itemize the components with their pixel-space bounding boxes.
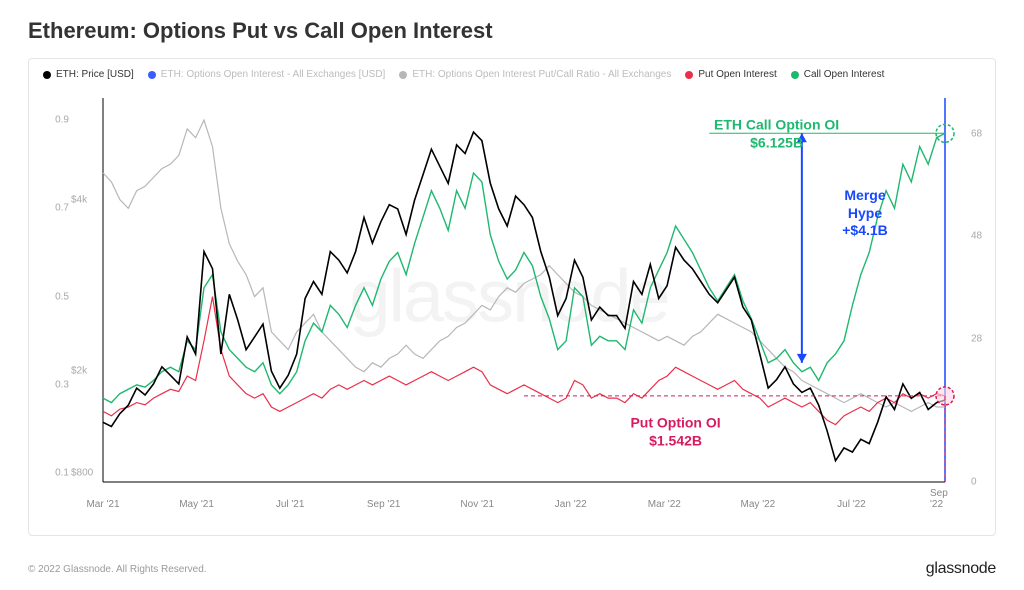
y-axis-price-tick: $800 (71, 468, 93, 479)
legend-dot (791, 71, 799, 79)
x-axis-tick: Jul '21 (276, 499, 305, 510)
legend-label: Call Open Interest (804, 69, 885, 80)
chart-legend: ETH: Price [USD] ETH: Options Open Inter… (43, 69, 981, 80)
y-axis-right-tick: 0 (971, 477, 977, 488)
footer: © 2022 Glassnode. All Rights Reserved. g… (28, 560, 996, 578)
brand-logo: glassnode (926, 560, 996, 578)
x-axis-tick: Jan '22 (555, 499, 587, 510)
y-axis-right-tick: 48 (971, 231, 982, 242)
legend-label: ETH: Options Open Interest - All Exchang… (161, 69, 386, 80)
chart-annotation: ETH Call Option OI$6.125B (714, 117, 839, 152)
legend-item-ratio: ETH: Options Open Interest Put/Call Rati… (399, 69, 671, 80)
legend-dot (43, 71, 51, 79)
x-axis-tick: May '22 (741, 499, 776, 510)
x-axis-tick: Mar '22 (648, 499, 681, 510)
legend-label: Put Open Interest (698, 69, 776, 80)
x-axis-tick: Mar '21 (86, 499, 119, 510)
legend-item-put: Put Open Interest (685, 69, 776, 80)
x-axis-tick: Sep '21 (367, 499, 401, 510)
legend-dot (399, 71, 407, 79)
chart-annotation: Put Option OI$1.542B (630, 415, 720, 450)
x-axis-tick: Jul '22 (837, 499, 866, 510)
y-axis-right-tick: 68 (971, 128, 982, 139)
chart-plot-area: glassnode 0.10.30.50.70.9$800$2k$4k02848… (43, 86, 975, 506)
y-axis-price-tick: $4k (71, 195, 87, 206)
x-axis-tick: Nov '21 (460, 499, 494, 510)
y-axis-price-tick: $2k (71, 366, 87, 377)
y-axis-ratio-tick: 0.3 (41, 379, 69, 390)
x-axis-tick: Sep '22 (930, 488, 960, 510)
y-axis-ratio-tick: 0.5 (41, 291, 69, 302)
y-axis-right-tick: 28 (971, 333, 982, 344)
copyright: © 2022 Glassnode. All Rights Reserved. (28, 564, 207, 575)
legend-dot (148, 71, 156, 79)
y-axis-ratio-tick: 0.1 (41, 468, 69, 479)
legend-label: ETH: Options Open Interest Put/Call Rati… (412, 69, 671, 80)
chart-annotation: MergeHype+$4.1B (842, 187, 888, 240)
y-axis-ratio-tick: 0.9 (41, 115, 69, 126)
legend-dot (685, 71, 693, 79)
chart-title: Ethereum: Options Put vs Call Open Inter… (28, 18, 996, 44)
legend-item-price: ETH: Price [USD] (43, 69, 134, 80)
legend-label: ETH: Price [USD] (56, 69, 134, 80)
y-axis-ratio-tick: 0.7 (41, 203, 69, 214)
chart-card: ETH: Price [USD] ETH: Options Open Inter… (28, 58, 996, 536)
x-axis-tick: May '21 (179, 499, 214, 510)
legend-item-call: Call Open Interest (791, 69, 885, 80)
legend-item-oi-all: ETH: Options Open Interest - All Exchang… (148, 69, 386, 80)
